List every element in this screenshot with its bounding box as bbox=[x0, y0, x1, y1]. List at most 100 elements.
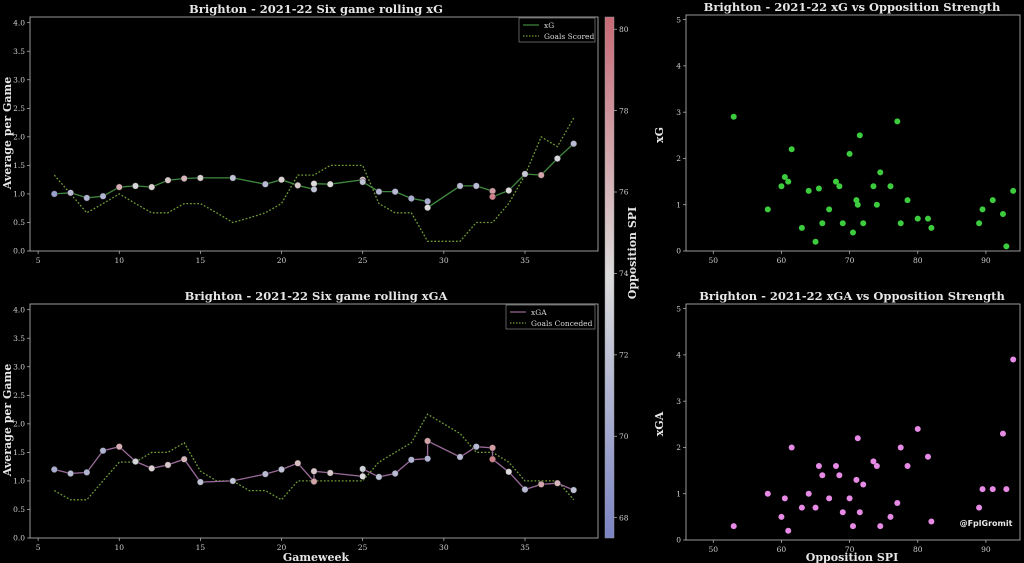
xg-scatter-point bbox=[928, 224, 935, 231]
xga-point bbox=[148, 464, 156, 472]
xga-point bbox=[83, 468, 91, 476]
xga-point bbox=[359, 465, 367, 473]
xg-rolling-legend-box bbox=[518, 17, 596, 43]
xg-point bbox=[456, 182, 464, 190]
xg-scatter-ticks: 50 60 70 80 90 0 1 2 3 4 5 bbox=[676, 15, 991, 265]
xga-point bbox=[489, 444, 496, 452]
xga-scatter-point bbox=[832, 462, 839, 469]
xg-point bbox=[391, 188, 399, 196]
x-tick-label: 70 bbox=[845, 256, 855, 265]
xg-scatter-point bbox=[887, 183, 894, 190]
xg-point bbox=[489, 193, 496, 201]
xg-rolling-chart: Brighton - 2021-22 Six game rolling xG A… bbox=[1, 2, 599, 265]
xga-scatter-point bbox=[805, 490, 812, 497]
xg-scatter-point bbox=[976, 220, 983, 227]
colorbar-ticks: 68 70 72 74 76 78 80 bbox=[614, 25, 629, 522]
xga-point bbox=[456, 453, 464, 461]
xg-scatter-point bbox=[1010, 187, 1017, 194]
xg-point bbox=[99, 192, 107, 200]
xga-point bbox=[424, 437, 431, 445]
xga-point bbox=[391, 470, 399, 477]
xga-scatter-point bbox=[873, 462, 880, 469]
xg-point bbox=[554, 155, 561, 162]
xga-point bbox=[67, 470, 74, 477]
colorbar-gradient bbox=[604, 16, 615, 539]
xg-point bbox=[229, 174, 237, 182]
xga-scatter-xlabel: Opposition SPI bbox=[806, 551, 898, 563]
xga-point bbox=[472, 443, 480, 451]
xga-point bbox=[180, 455, 188, 463]
xg-point bbox=[310, 185, 318, 193]
xga-scatter-chart: Brighton - 2021-22 xGA vs Opposition Str… bbox=[653, 289, 1021, 563]
xga-point bbox=[196, 478, 204, 486]
xga-point bbox=[278, 466, 285, 473]
xg-point bbox=[261, 180, 269, 188]
xga-scatter-point bbox=[812, 504, 819, 511]
colorbar-tick-label: 70 bbox=[619, 432, 629, 441]
x-tick-label: 80 bbox=[913, 256, 923, 265]
xga-point bbox=[50, 466, 58, 473]
y-tick-label: 1 bbox=[676, 200, 681, 209]
colorbar-tick-label: 74 bbox=[619, 269, 629, 278]
y-tick-label: 4.0 bbox=[13, 305, 25, 314]
y-tick-label: 2.5 bbox=[13, 391, 25, 400]
xg-scatter-point bbox=[1003, 243, 1010, 250]
xga-rolling-ylabel: Average per Game bbox=[1, 364, 14, 477]
xga-scatter-point bbox=[798, 504, 805, 511]
xga-rolling-frame bbox=[29, 303, 599, 539]
xga-rolling-ticks: 5 10 15 20 25 30 35 0.0 0.5 1.0 1.5 2.0 2.5 3.0 3.5 4.0 bbox=[13, 305, 530, 552]
xg-point bbox=[115, 183, 123, 191]
xg-scatter-point bbox=[904, 197, 911, 204]
xga-rolling-lines bbox=[53, 413, 575, 501]
y-tick-label: 3.5 bbox=[13, 334, 25, 343]
xga-point bbox=[132, 458, 139, 465]
xga-scatter-point bbox=[924, 453, 931, 460]
x-tick-label: 25 bbox=[358, 543, 368, 552]
x-tick-label: 35 bbox=[520, 256, 530, 265]
y-tick-label: 3.0 bbox=[13, 362, 25, 371]
goals-scored-line bbox=[53, 117, 575, 242]
xga-scatter-point bbox=[979, 486, 986, 493]
goals-conceded-line bbox=[53, 413, 575, 501]
xga-point bbox=[310, 467, 318, 475]
xga-scatter-point bbox=[764, 490, 771, 497]
xga-scatter-point bbox=[781, 495, 788, 502]
xga-scatter-point bbox=[877, 523, 884, 530]
xga-scatter-point bbox=[846, 495, 853, 502]
xga-scatter-point bbox=[860, 481, 867, 488]
xg-point bbox=[326, 180, 334, 188]
x-tick-label: 15 bbox=[196, 543, 206, 552]
x-tick-label: 25 bbox=[358, 256, 368, 265]
xga-scatter-point bbox=[897, 444, 904, 451]
xg-scatter-point bbox=[788, 146, 795, 153]
xga-point bbox=[505, 468, 513, 476]
xga-scatter-points bbox=[730, 356, 1017, 534]
xga-scatter-point bbox=[854, 435, 861, 442]
xg-scatter-point bbox=[856, 132, 863, 139]
xg-point bbox=[505, 187, 513, 194]
xga-rolling-xlabel: Gameweek bbox=[283, 551, 350, 563]
xga-point bbox=[326, 469, 334, 477]
xga-scatter-point bbox=[976, 504, 983, 511]
xga-point bbox=[537, 480, 545, 488]
xg-scatter-point bbox=[853, 197, 860, 204]
y-tick-label: 0.5 bbox=[13, 218, 25, 227]
xga-scatter-point bbox=[785, 527, 792, 534]
xg-scatter-point bbox=[850, 229, 856, 236]
xga-point bbox=[359, 472, 367, 480]
xg-point bbox=[67, 189, 74, 197]
xga-scatter-point bbox=[887, 513, 894, 520]
xg-point bbox=[294, 181, 302, 189]
xga-scatter-point bbox=[836, 472, 843, 479]
y-tick-label: 2 bbox=[676, 443, 681, 452]
goals-conceded-legend-label: Goals Conceded bbox=[531, 319, 593, 328]
x-tick-label: 60 bbox=[777, 545, 787, 554]
xga-point bbox=[164, 461, 172, 469]
xg-scatter-point bbox=[897, 220, 904, 227]
xg-point bbox=[83, 194, 91, 202]
x-tick-label: 80 bbox=[913, 545, 923, 554]
xg-scatter-point bbox=[979, 206, 986, 213]
xga-legend-label: xGA bbox=[531, 308, 547, 317]
xga-scatter-ylabel: xGA bbox=[653, 411, 666, 436]
